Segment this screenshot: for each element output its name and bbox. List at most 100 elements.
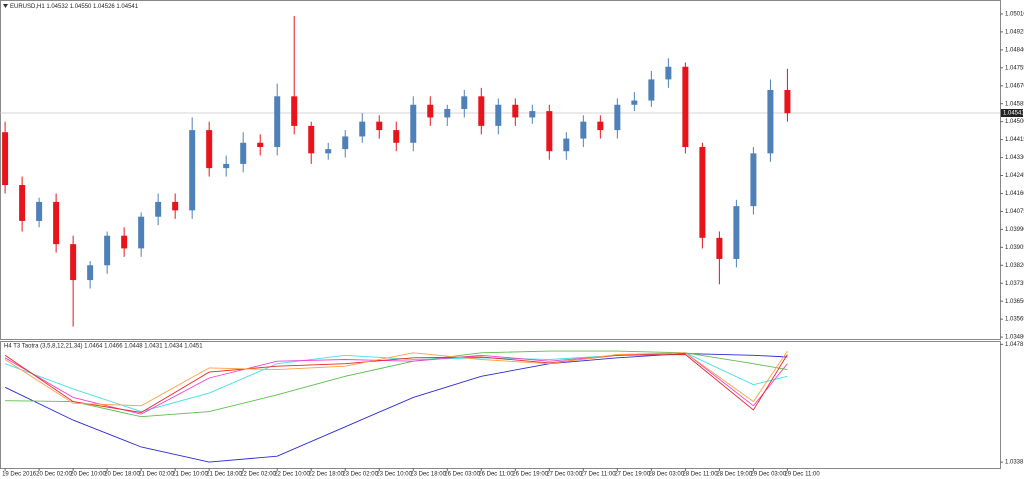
x-tick-label: 21 Dec 02:00: [138, 472, 174, 478]
candle-body: [257, 142, 264, 148]
candle-body: [444, 108, 451, 118]
x-tick-label: 27 Dec 03:00: [546, 472, 582, 478]
candle-body: [36, 201, 43, 221]
x-tick-label: 29 Dec 03:00: [750, 472, 786, 478]
indicator-line: [4, 354, 788, 413]
candle-body: [87, 265, 94, 281]
candle-body: [325, 149, 332, 154]
candle-body: [104, 235, 111, 266]
indicator-line: [4, 353, 788, 463]
y-tick-label: 1.03820: [1005, 263, 1024, 269]
last-price-label: 1.04541: [1003, 111, 1024, 117]
x-tick-label: 28 Dec 03:00: [648, 472, 684, 478]
candle-body: [767, 89, 774, 154]
x-tick-label: 27 Dec 19:00: [614, 472, 650, 478]
x-tick-label: 20 Dec 18:00: [104, 472, 140, 478]
candle-body: [716, 237, 723, 259]
x-tick-label: 26 Dec 19:00: [512, 472, 548, 478]
y-tick-label: 1.04245: [1005, 173, 1024, 179]
candle-body: [478, 96, 485, 126]
y-tick-label: 1.0338: [1005, 460, 1024, 466]
candle-body: [342, 136, 349, 150]
x-tick-label: 27 Dec 11:00: [580, 472, 616, 478]
candle-body: [206, 130, 213, 169]
y-tick-label: 1.03565: [1005, 317, 1024, 323]
candle-body: [495, 104, 502, 126]
x-tick-label: 22 Dec 18:00: [308, 472, 344, 478]
y-tick-label: 1.04840: [1005, 47, 1024, 53]
candle-body: [138, 216, 145, 249]
x-tick-label: 20 Dec 02:00: [36, 472, 72, 478]
candle-body: [631, 100, 638, 105]
x-tick-label: 21 Dec 10:00: [172, 472, 208, 478]
y-tick-label: 1.03650: [1005, 299, 1024, 305]
x-tick-label: 23 Dec 10:00: [376, 472, 412, 478]
candle-body: [682, 66, 689, 148]
x-tick-label: 26 Dec 03:00: [444, 472, 480, 478]
candle-body: [240, 142, 247, 164]
candle-body: [2, 132, 9, 186]
main-frame: [0, 0, 1001, 340]
candle-body: [155, 201, 162, 217]
candle-body: [393, 130, 400, 143]
x-tick-label: 21 Dec 18:00: [206, 472, 242, 478]
candle-body: [580, 121, 587, 139]
y-tick-label: 1.03905: [1005, 245, 1024, 251]
candle-body: [597, 121, 604, 131]
y-tick-label: 1.03990: [1005, 227, 1024, 233]
y-tick-label: 1.04585: [1005, 101, 1024, 107]
candle-body: [121, 235, 128, 249]
candle-body: [223, 163, 230, 169]
y-tick-label: 1.04075: [1005, 209, 1024, 215]
candle-body: [461, 96, 468, 109]
symbol-header: EURUSD,H1 1.04532 1.04550 1.04526 1.0454…: [10, 4, 139, 10]
candle-body: [733, 206, 740, 259]
x-tick-label: 23 Dec 18:00: [410, 472, 446, 478]
candle-body: [189, 130, 196, 211]
candle-body: [427, 104, 434, 118]
candle-body: [529, 111, 536, 118]
candle-body: [512, 104, 519, 118]
x-tick-label: 29 Dec 11:00: [784, 472, 820, 478]
y-tick-label: 1.03480: [1005, 335, 1024, 341]
candle-body: [291, 96, 298, 126]
candle-body: [53, 201, 60, 245]
y-tick-label: 1.04160: [1005, 191, 1024, 197]
candle-body: [563, 138, 570, 152]
candle-body: [546, 111, 553, 152]
indicator-line: [4, 350, 788, 407]
x-tick-label: 26 Dec 11:00: [478, 472, 514, 478]
candle-body: [70, 244, 77, 281]
x-tick-label: 23 Dec 02:00: [342, 472, 378, 478]
x-tick-label: 19 Dec 2016: [2, 472, 37, 478]
candle-body: [19, 185, 26, 221]
last-price-box: [1001, 109, 1023, 117]
x-tick-label: 28 Dec 11:00: [682, 472, 718, 478]
candle-body: [172, 201, 179, 211]
y-tick-label: 1.04415: [1005, 137, 1024, 143]
x-tick-label: 22 Dec 10:00: [274, 472, 310, 478]
candle-body: [699, 147, 706, 238]
y-tick-label: 1.0478: [1005, 342, 1024, 348]
menu-triangle[interactable]: [3, 4, 8, 8]
candle-body: [376, 121, 383, 131]
candle-body: [614, 104, 621, 131]
y-tick-label: 1.04925: [1005, 29, 1024, 35]
candle-body: [750, 153, 757, 207]
y-tick-label: 1.04500: [1005, 119, 1024, 125]
candle-body: [648, 79, 655, 101]
candle-body: [274, 96, 281, 148]
x-tick-label: 20 Dec 10:00: [70, 472, 106, 478]
candle-body: [410, 104, 417, 143]
x-tick-label: 22 Dec 02:00: [240, 472, 276, 478]
y-tick-label: 1.04330: [1005, 155, 1024, 161]
candle-body: [784, 89, 791, 114]
candle-body: [359, 121, 366, 137]
candle-body: [308, 125, 315, 154]
candle-body: [665, 66, 672, 80]
indicator-header: H4 T3 Taotra (3,5,8,12,21,34) 1.0464 1.0…: [4, 344, 203, 350]
x-tick-label: 28 Dec 19:00: [716, 472, 752, 478]
y-tick-label: 1.04670: [1005, 83, 1024, 89]
y-tick-label: 1.05010: [1005, 12, 1024, 18]
